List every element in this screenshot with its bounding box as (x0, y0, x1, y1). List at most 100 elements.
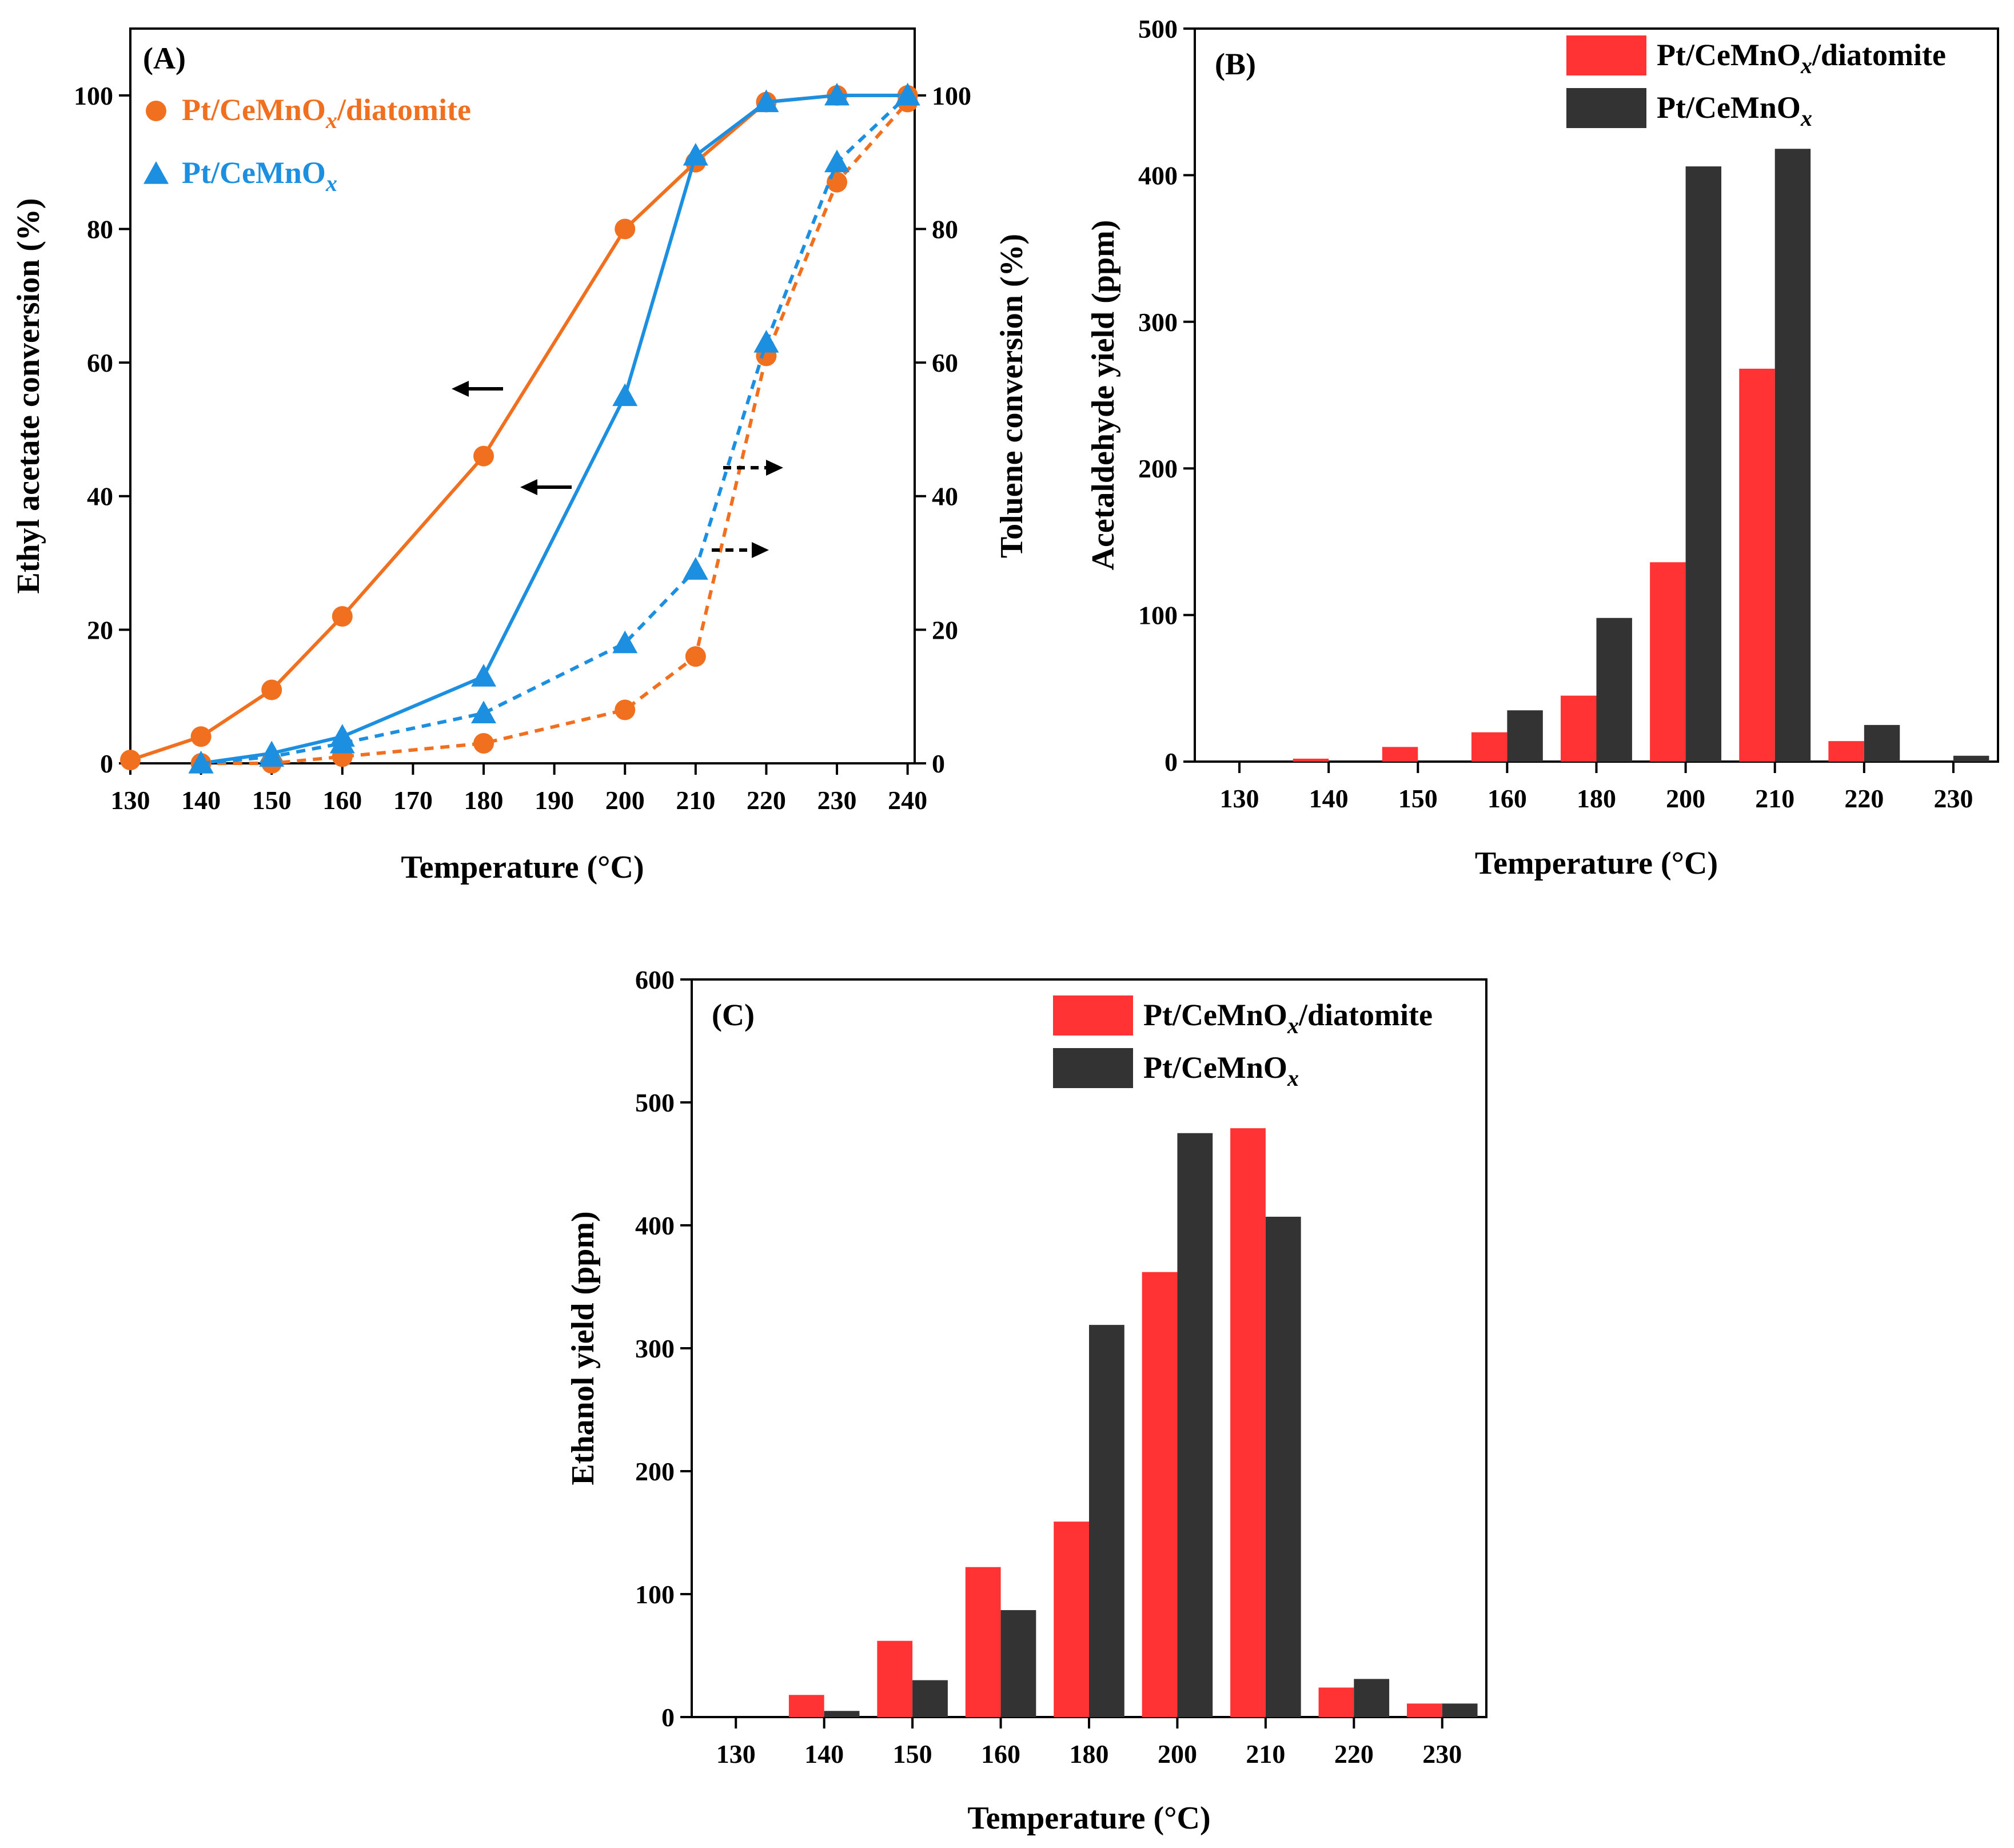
panel-a-legend-text-0-main: Pt/CeMnO (182, 93, 326, 127)
panel-c-legend-text-1-sub: x (1287, 1065, 1299, 1091)
panel-b-x-axis-title: Temperature (°C) (1475, 846, 1718, 881)
panel-b-bar-diatomite (1293, 758, 1329, 762)
panel-c-y-tick-label: 200 (635, 1457, 675, 1486)
panel-c-x-tick-label: 220 (1334, 1739, 1374, 1769)
panel-a-arrow-left-2 (520, 479, 572, 495)
panel-b-bar-diatomite (1739, 368, 1775, 762)
panel-a-legend-marker-0 (146, 101, 166, 121)
panel-c-bar-cemnox (1265, 1216, 1301, 1717)
panel-b-legend-text-0-tail: /diatomite (1812, 38, 1946, 72)
panel-a-arrow-right-2 (712, 542, 769, 558)
panel-b-x-tick-label: 230 (1933, 784, 1973, 813)
panel-a-point (753, 89, 779, 113)
panel-a-label: (A) (143, 41, 186, 75)
panel-b-y-tick-label: 400 (1138, 161, 1178, 190)
panel-a-point (612, 630, 638, 654)
panel-c-legend-text-1: Pt/CeMnOx (1143, 1050, 1299, 1091)
panel-a-y-axis-title-right: Toluene conversion (%) (994, 234, 1030, 558)
panel-c-bar-cemnox (1177, 1133, 1213, 1717)
panel-a-x-tick-label: 210 (676, 786, 715, 815)
panel-a-legend-text-0: Pt/CeMnOx/diatomite (182, 93, 471, 133)
panel-a-point (615, 699, 636, 720)
panel-c-x-tick-label: 130 (716, 1739, 756, 1769)
panel-b-bar-cemnox (1864, 724, 1900, 762)
panel-a-y-tick-label-right: 60 (932, 348, 958, 377)
panel-b-y-tick-label: 500 (1138, 14, 1178, 43)
panel-a-point (332, 606, 353, 627)
panel-a-y-tick-label-left: 100 (74, 81, 113, 110)
panel-a-x-tick-label: 180 (464, 786, 504, 815)
panel-a-point (615, 218, 636, 240)
panel-c-bar-cemnox (824, 1711, 860, 1717)
panel-a-point (120, 750, 141, 771)
panel-a-point (612, 383, 638, 407)
panel-c-bar-cemnox (1089, 1325, 1124, 1717)
panel-c-legend-text-1-main: Pt/CeMnO (1143, 1050, 1287, 1085)
panel-b-bar-cemnox (1685, 166, 1722, 762)
panel-b-legend-text-1: Pt/CeMnOx (1657, 90, 1812, 131)
panel-c-y-tick-label: 300 (635, 1334, 675, 1363)
panel-a-x-tick-label: 150 (252, 786, 292, 815)
panel-b-bar-diatomite (1650, 562, 1686, 762)
panel-c-x-tick-label: 150 (893, 1739, 932, 1769)
panel-a-y-tick-label-right: 20 (932, 615, 958, 644)
panel-a-point (753, 330, 779, 353)
panel-a-x-tick-label: 220 (747, 786, 786, 815)
panel-c-legend-text-0-tail: /diatomite (1298, 998, 1433, 1032)
panel-c-y-tick-label: 0 (661, 1703, 675, 1732)
panel-c-bar-diatomite (1142, 1272, 1178, 1717)
panel-c-bar-cemnox (1442, 1703, 1478, 1717)
panel-b-bar-diatomite (1382, 747, 1418, 762)
panel-c-bar-diatomite (788, 1695, 824, 1717)
panel-a-y-tick-label-right: 40 (932, 482, 958, 511)
panel-b-x-tick-label: 200 (1666, 784, 1705, 813)
panel-a-arrow-right-1 (723, 460, 783, 476)
panel-a-frame (129, 27, 916, 764)
panel-c-x-tick-label: 210 (1246, 1739, 1285, 1769)
panel-b-bar-diatomite (1561, 695, 1597, 762)
panel-b-x-tick-label: 210 (1755, 784, 1794, 813)
panel-a-legend-text-0-tail: /diatomite (337, 93, 471, 127)
panel-a-x-tick-label: 170 (393, 786, 433, 815)
panel-b-x-tick-label: 140 (1309, 784, 1349, 813)
panel-a-point (188, 751, 214, 774)
panel-a-y-tick-label-right: 80 (932, 214, 958, 244)
panel-a-point (824, 149, 850, 173)
panel-a-legend-marker-1 (143, 161, 169, 184)
panel-a-series-line-2 (201, 101, 909, 765)
panel-a-arrow-left-1 (452, 381, 503, 397)
panel-a-arrow-left-2-head (520, 479, 537, 495)
panel-b-bar-cemnox (1774, 149, 1811, 762)
panel-a-x-tick-label: 130 (111, 786, 150, 815)
panel-c-label: (C) (712, 998, 755, 1032)
panel-a-legend-text-1-main: Pt/CeMnO (182, 156, 326, 190)
panel-c-bar-diatomite (1318, 1687, 1354, 1717)
panel-a-x-tick-label: 190 (535, 786, 574, 815)
panel-a-point (473, 732, 494, 754)
panel-a-point (895, 82, 920, 106)
panel-a-y-tick-label-left: 0 (100, 749, 113, 778)
panel-b-legend-text-1-main: Pt/CeMnO (1657, 90, 1801, 125)
panel-b-bar-cemnox (1953, 755, 1989, 762)
panel-a-series-line-3 (201, 94, 909, 765)
panel-b-bar-cemnox (1596, 618, 1632, 762)
panel-b-legend-text-0: Pt/CeMnOx/diatomite (1657, 38, 1946, 78)
panel-a-legend-text-0-sub: x (325, 107, 337, 133)
panel-b-y-tick-label: 0 (1164, 747, 1178, 776)
panel-c-y-tick-label: 600 (635, 965, 675, 994)
panel-b-bar-diatomite (1471, 732, 1507, 762)
panel-c-legend-swatch-1 (1053, 1048, 1133, 1088)
panel-c-bar-cemnox (1000, 1610, 1036, 1717)
panel-a-y-tick-label-left: 20 (87, 615, 113, 644)
panel-b-x-tick-label: 180 (1577, 784, 1616, 813)
panel-a-x-tick-label: 200 (605, 786, 645, 815)
panel-b-y-axis-title: Acetaldehyde yield (ppm) (1086, 220, 1121, 571)
panel-c-legend-text-0-sub: x (1287, 1013, 1299, 1038)
panel-a-series-line-0 (130, 93, 908, 762)
panel-a-point (827, 172, 848, 193)
panel-a-series-line-1 (201, 93, 908, 765)
panel-b-legend-text-1-sub: x (1800, 105, 1812, 131)
panel-c-y-tick-label: 400 (635, 1211, 675, 1240)
panel-b-legend-text-0-sub: x (1800, 53, 1812, 78)
panel-b-label: (B) (1215, 47, 1256, 81)
